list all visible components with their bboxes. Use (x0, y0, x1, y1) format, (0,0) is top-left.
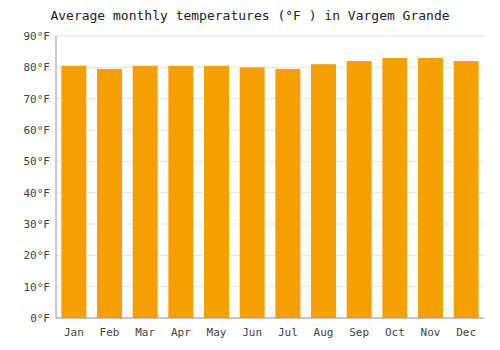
grid-line (56, 36, 484, 37)
bar (97, 69, 122, 318)
x-tick-label: Jun (242, 326, 262, 339)
y-tick-label: 60°F (24, 124, 51, 137)
grid-line (56, 318, 484, 319)
bar (454, 61, 479, 318)
y-axis-line (56, 36, 57, 318)
title: Average monthly temperatures (°F ) in Va… (50, 8, 449, 23)
bar (133, 66, 158, 318)
chart-container: Average monthly temperatures (°F ) in Va… (0, 0, 500, 350)
bar (311, 64, 336, 318)
bar (382, 58, 407, 318)
x-tick-label: Aug (314, 326, 334, 339)
y-tick-label: 0°F (30, 312, 50, 325)
x-tick-label: Apr (171, 326, 191, 339)
grid (56, 36, 484, 318)
y-tick-label: 50°F (24, 155, 51, 168)
bar (275, 69, 300, 318)
y-tick-label: 70°F (24, 93, 51, 106)
y-tick-label: 90°F (24, 30, 51, 43)
x-tick-label: Dec (456, 326, 476, 339)
y-tick-label: 10°F (24, 281, 51, 294)
bar (168, 66, 193, 318)
x-tick-label: Feb (100, 326, 120, 339)
bar (418, 58, 443, 318)
x-tick-label: Jul (278, 326, 298, 339)
bars (61, 58, 478, 318)
x-tick-label: Sep (349, 326, 369, 339)
bar (61, 66, 86, 318)
y-tick-label: 30°F (24, 218, 51, 231)
bar (204, 66, 229, 318)
x-tick-label: Nov (421, 326, 441, 339)
x-tick-label: Jan (64, 326, 84, 339)
x-axis-line (56, 318, 484, 319)
x-tick-label: Oct (385, 326, 405, 339)
y-tick-label: 80°F (24, 61, 51, 74)
chart: Average monthly temperatures (°F ) in Va… (0, 0, 500, 350)
bar (347, 61, 372, 318)
y-tick-label: 20°F (24, 249, 51, 262)
y-tick-label: 40°F (24, 187, 51, 200)
x-tick-label: Mar (135, 326, 155, 339)
x-tick-label: May (207, 326, 227, 339)
bar (240, 67, 265, 318)
